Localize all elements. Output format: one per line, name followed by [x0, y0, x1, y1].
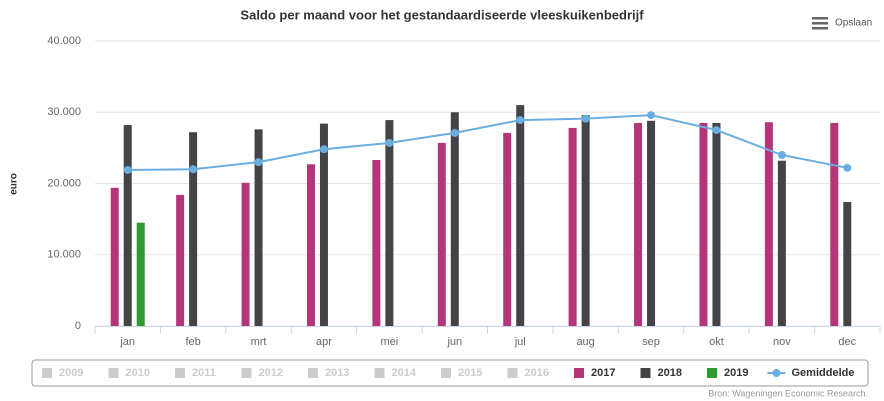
legend-label[interactable]: 2017 [591, 367, 615, 379]
legend-label[interactable]: 2011 [192, 367, 216, 379]
line-marker [450, 128, 459, 137]
legend-label[interactable]: Gemiddelde [792, 367, 855, 379]
line-marker [777, 151, 786, 159]
x-tick-label: nov [773, 336, 791, 348]
legend-label[interactable]: 2012 [259, 367, 283, 379]
legend-swatch[interactable] [308, 368, 318, 378]
line-marker [319, 145, 328, 154]
line-marker [254, 158, 263, 167]
bar [385, 120, 394, 327]
credits: Bron: Wageningen Economic Research. [708, 388, 868, 398]
line-marker [843, 163, 852, 172]
bar [306, 164, 315, 326]
bar [110, 187, 119, 326]
line-marker [123, 165, 132, 174]
x-tick-label: jan [119, 336, 135, 348]
bar [189, 132, 198, 326]
legend-label[interactable]: 2015 [458, 367, 482, 379]
y-tick-label: 0 [75, 320, 81, 332]
legend-swatch[interactable] [441, 368, 451, 378]
bar [241, 182, 250, 326]
legend-label[interactable]: 2014 [392, 367, 417, 379]
menu-icon [812, 27, 828, 30]
line-marker [581, 114, 590, 123]
x-tick-label: okt [709, 336, 724, 348]
bar [176, 194, 185, 326]
x-tick-label: jun [446, 336, 462, 348]
legend-swatch[interactable] [42, 368, 52, 378]
legend-box [31, 359, 869, 387]
x-tick-label: mrt [251, 336, 267, 348]
bar [712, 122, 721, 326]
legend-label[interactable]: 2016 [525, 367, 549, 379]
x-tick-label: sep [642, 336, 660, 348]
bar [372, 159, 381, 326]
bar [699, 122, 708, 326]
bar [647, 120, 656, 326]
bar [136, 222, 145, 326]
bar [503, 132, 512, 326]
menu-icon [812, 22, 828, 25]
legend-swatch[interactable] [374, 368, 385, 378]
legend-swatch[interactable] [707, 368, 717, 378]
bar [516, 105, 525, 326]
bar [123, 125, 132, 326]
bar [764, 122, 773, 326]
chart-title: Saldo per maand voor het gestandaardisee… [240, 7, 644, 22]
x-tick-label: aug [576, 336, 594, 348]
x-tick-label: feb [185, 336, 200, 348]
legend-label[interactable]: 2013 [325, 367, 349, 379]
x-tick-label: jul [514, 336, 526, 348]
bar [581, 115, 590, 326]
bar [843, 202, 852, 326]
legend-label[interactable]: 2019 [724, 367, 748, 379]
legend-label[interactable]: 2018 [658, 367, 682, 379]
legend-swatch[interactable] [108, 368, 119, 378]
legend-swatch[interactable] [241, 368, 252, 378]
bar [254, 129, 263, 326]
legend-swatch[interactable] [507, 368, 518, 378]
x-tick-label: apr [316, 336, 332, 348]
y-axis-label: euro [9, 173, 20, 195]
line-marker [516, 116, 525, 125]
legend-swatch[interactable] [772, 369, 781, 377]
bar [568, 127, 577, 326]
y-tick-label: 30.000 [47, 106, 81, 118]
y-tick-label: 10.000 [47, 249, 81, 261]
bar [777, 160, 786, 326]
menu-icon [812, 17, 828, 20]
legend-swatch[interactable] [175, 368, 185, 378]
bar [450, 112, 459, 326]
line-marker [385, 138, 394, 147]
bar [634, 122, 643, 326]
line-marker [712, 126, 721, 135]
bar [437, 142, 446, 326]
line-marker [189, 165, 198, 174]
menu-label[interactable]: Opslaan [835, 18, 872, 29]
line [127, 114, 848, 171]
legend-label[interactable]: 2009 [59, 367, 83, 379]
bar [319, 123, 328, 327]
line-marker [647, 111, 656, 120]
legend-label[interactable]: 2010 [126, 367, 150, 379]
bar [830, 122, 839, 326]
y-tick-label: 20.000 [47, 177, 81, 189]
legend-swatch[interactable] [574, 368, 584, 378]
legend-swatch[interactable] [640, 368, 651, 378]
menu-button[interactable]: Opslaan [812, 17, 872, 30]
y-tick-label: 40.000 [47, 35, 81, 47]
x-tick-label: dec [838, 336, 856, 348]
x-tick-label: mei [381, 336, 399, 348]
